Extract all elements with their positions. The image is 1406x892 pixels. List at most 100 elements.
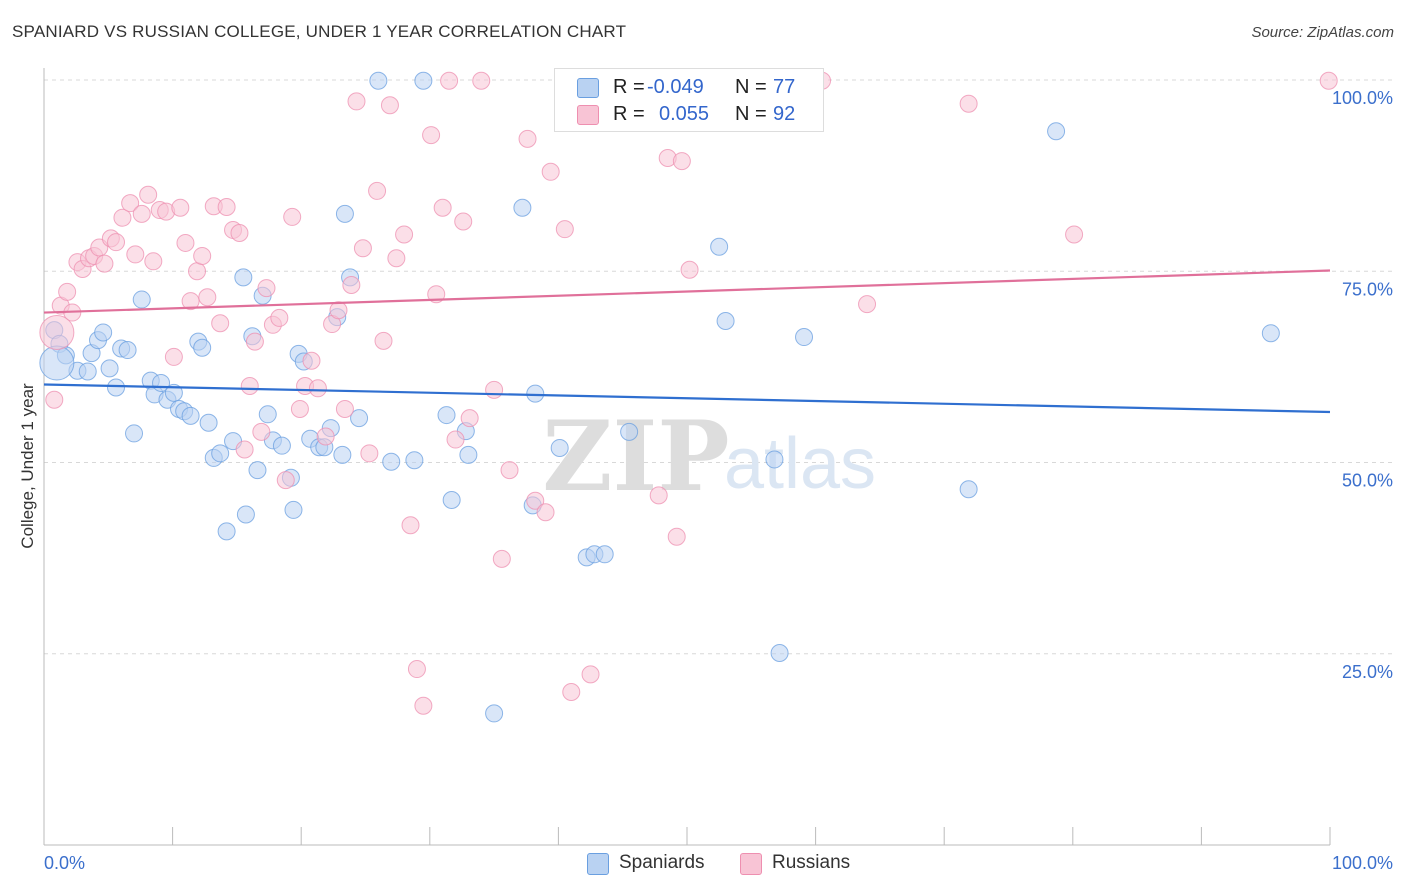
point-spaniards: [710, 237, 729, 256]
point-spaniards: [272, 436, 291, 455]
point-spaniards: [284, 500, 303, 519]
point-spaniards: [369, 71, 388, 90]
r-label: R =: [613, 103, 645, 125]
point-russians: [283, 207, 302, 226]
point-russians: [171, 198, 190, 217]
tick-labels: 25.0% 50.0% 75.0% 100.0% 0.0% 100.0%: [44, 88, 1393, 873]
point-spaniards: [1261, 324, 1280, 343]
point-russians: [562, 683, 581, 701]
point-russians: [335, 399, 354, 418]
point-russians: [95, 254, 114, 273]
point-spaniards: [716, 311, 735, 330]
point-spaniards: [335, 204, 354, 223]
point-russians: [308, 379, 327, 398]
point-russians: [360, 444, 379, 463]
point-spaniards: [125, 424, 144, 443]
point-russians: [555, 220, 574, 239]
point-spaniards: [437, 406, 456, 425]
point-russians: [1065, 225, 1084, 244]
watermark-zip: ZIP: [542, 400, 729, 513]
point-spaniards: [217, 522, 236, 541]
point-russians: [126, 245, 145, 264]
point-russians: [500, 461, 519, 480]
watermark: ZIP atlas: [542, 400, 876, 513]
point-spaniards: [459, 445, 478, 464]
point-russians: [235, 440, 254, 459]
point-russians: [374, 331, 393, 350]
point-spaniards: [100, 359, 119, 378]
point-russians: [541, 162, 560, 181]
point-spaniards: [94, 323, 113, 342]
point-russians: [518, 129, 537, 148]
trend-line-russians: [43, 269, 1331, 314]
point-russians: [368, 181, 387, 200]
point-russians: [245, 332, 264, 351]
point-russians: [316, 427, 335, 446]
spaniards-swatch: [577, 78, 599, 98]
point-spaniards: [258, 405, 277, 424]
r-value: 0.055: [659, 103, 710, 125]
legend-label-russians: Russians: [772, 852, 851, 873]
point-russians: [181, 292, 200, 311]
point-russians: [347, 92, 366, 111]
legend-label-spaniards: Spaniards: [619, 852, 705, 873]
point-spaniards: [333, 445, 352, 464]
point-russians: [342, 276, 361, 295]
n-label: N =: [735, 76, 767, 98]
y-tick-label: 25.0%: [1342, 662, 1393, 682]
correlation-legend: R = -0.049 N = 77 R = 0.055 N = 92: [554, 68, 824, 132]
point-russians: [230, 224, 249, 242]
russians-swatch: [740, 853, 762, 875]
point-spaniards: [164, 383, 183, 402]
point-russians: [121, 194, 140, 213]
source-label: Source: ZipAtlas.com: [1251, 24, 1394, 41]
point-russians: [353, 239, 372, 258]
point-russians: [395, 225, 414, 244]
x-tick-label: 0.0%: [44, 853, 85, 873]
point-russians: [139, 185, 158, 204]
x-tick-label: 100.0%: [1332, 853, 1393, 873]
chart-title: SPANIARD VS RUSSIAN COLLEGE, UNDER 1 YEA…: [12, 22, 627, 41]
point-spaniards: [795, 328, 814, 347]
spaniards-swatch: [587, 853, 609, 875]
point-spaniards: [442, 490, 461, 509]
point-spaniards: [485, 704, 504, 723]
point-russians: [492, 549, 511, 568]
point-russians: [276, 471, 295, 490]
point-russians: [649, 486, 668, 505]
point-spaniards: [236, 505, 255, 524]
point-russians: [440, 71, 459, 90]
point-russians: [240, 377, 259, 395]
point-spaniards: [118, 341, 137, 360]
point-russians: [387, 249, 406, 268]
point-russians: [113, 208, 132, 227]
point-russians: [193, 246, 212, 265]
point-russians: [380, 96, 399, 115]
point-russians: [858, 295, 877, 314]
point-spaniards: [770, 643, 789, 662]
grid-lines: [44, 79, 1392, 655]
point-russians: [217, 197, 236, 216]
point-russians: [39, 314, 75, 350]
point-russians: [472, 71, 491, 90]
point-spaniards: [959, 480, 978, 499]
r-label: R =: [613, 76, 645, 98]
point-russians: [164, 347, 183, 366]
point-spaniards: [78, 362, 97, 381]
point-spaniards: [1047, 122, 1066, 141]
point-russians: [959, 94, 978, 113]
point-russians: [672, 152, 691, 171]
point-spaniards: [107, 378, 126, 397]
point-spaniards: [526, 384, 545, 403]
y-axis-title: College, Under 1 year: [18, 383, 37, 549]
point-russians: [270, 308, 289, 327]
point-russians: [257, 279, 276, 298]
y-tick-label: 100.0%: [1332, 88, 1393, 108]
n-value: 77: [773, 76, 796, 98]
r-value: -0.049: [647, 76, 704, 98]
y-tick-label: 50.0%: [1342, 471, 1393, 491]
point-spaniards: [513, 198, 532, 217]
point-russians: [107, 233, 126, 252]
point-russians: [45, 390, 64, 409]
